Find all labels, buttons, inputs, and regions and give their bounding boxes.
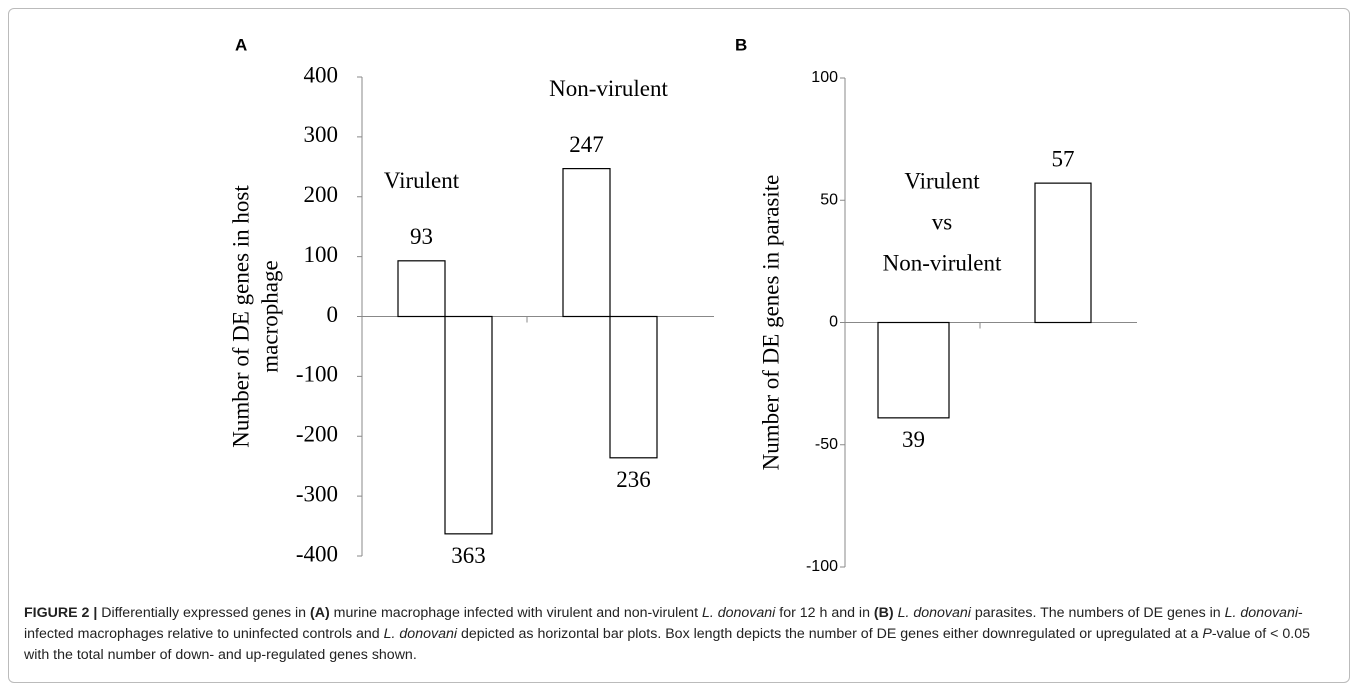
y-tick-label: 300 <box>304 122 339 147</box>
caption-text: L. donovani <box>897 605 971 621</box>
caption-text: (B) <box>873 605 894 621</box>
y-axis-label: macrophage <box>257 260 282 372</box>
value-label: 236 <box>616 467 651 492</box>
caption-text: parasites. The numbers of DE genes in <box>970 605 1225 621</box>
y-tick-label: 100 <box>304 242 339 267</box>
y-tick-label: -300 <box>296 481 338 506</box>
value-label: 93 <box>410 224 433 249</box>
y-tick-label: 0 <box>327 302 339 327</box>
y-tick-label: -100 <box>296 362 338 387</box>
group-label: Virulent <box>384 168 460 193</box>
y-axis-label: Number of DE genes in host <box>228 185 253 448</box>
caption-label: FIGURE 2 | <box>24 605 98 621</box>
bar <box>1034 182 1092 324</box>
bar <box>877 321 950 419</box>
caption: FIGURE 2 | Differentially expressed gene… <box>24 603 1334 666</box>
value-label: 39 <box>902 427 925 452</box>
caption-text: -value of < 0.05 with the total number o… <box>24 626 1311 663</box>
value-label: 57 <box>1052 146 1075 171</box>
y-tick-label: -100 <box>806 558 838 575</box>
caption-text: L. donovani <box>1224 605 1298 621</box>
y-tick-label: -50 <box>815 436 838 453</box>
caption-text: Differentially expressed genes in <box>97 605 311 621</box>
figure-frame <box>8 8 1350 683</box>
caption-text: -infected macrophages relative to uninfe… <box>24 605 1303 642</box>
bar <box>562 168 611 318</box>
caption-text: (A) <box>310 605 330 621</box>
bar <box>609 315 658 459</box>
y-tick-label: -400 <box>296 541 338 566</box>
y-axis-label: Number of DE genes in parasite <box>758 175 783 471</box>
annotation: vs <box>932 209 953 234</box>
annotation: Non-virulent <box>883 250 1002 275</box>
caption-text: murine macrophage infected with virulent… <box>329 605 702 621</box>
caption-text: for 12 h and in <box>775 605 874 621</box>
caption-text: depicted as horizontal bar plots. Box le… <box>457 626 1203 642</box>
y-tick-label: 0 <box>829 314 838 331</box>
bar <box>397 260 446 318</box>
group-label: Non-virulent <box>549 76 668 101</box>
caption-text: L. donovani <box>701 605 776 621</box>
caption-text: P <box>1202 626 1212 642</box>
y-tick-label: 200 <box>304 182 339 207</box>
bar <box>444 315 493 535</box>
y-tick-label: 100 <box>811 69 838 86</box>
annotation: Virulent <box>904 168 980 193</box>
value-label: 247 <box>569 132 604 157</box>
y-tick-label: -200 <box>296 422 338 447</box>
value-label: 363 <box>451 543 486 568</box>
y-tick-label: 50 <box>820 191 838 208</box>
caption-text: L. donovani <box>383 626 458 642</box>
panel-label: A <box>235 35 247 54</box>
figure: A Number of DE genes in host macrophage -40… <box>228 35 1137 575</box>
panel-label: B <box>735 35 747 54</box>
y-tick-label: 400 <box>304 62 339 87</box>
